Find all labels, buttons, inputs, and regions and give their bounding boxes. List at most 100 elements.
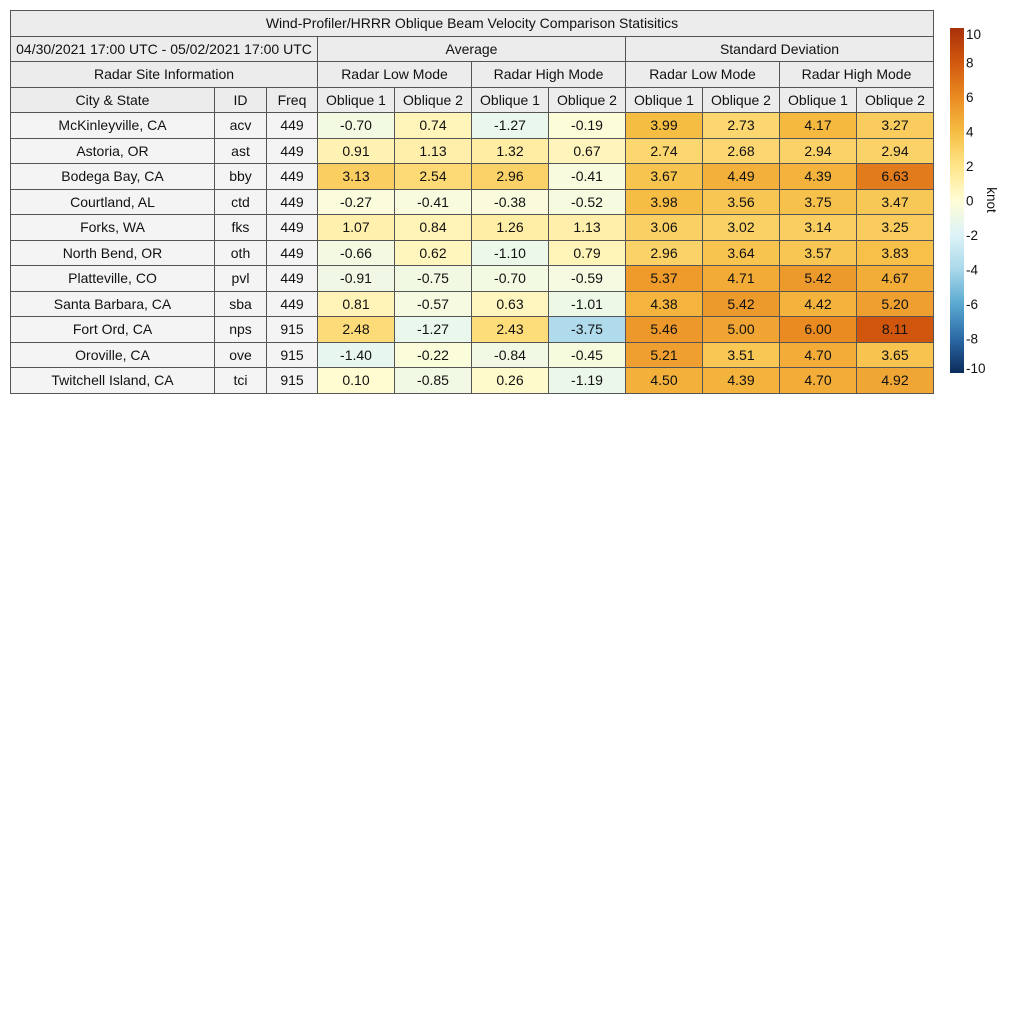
value-cell: 4.67: [856, 265, 934, 292]
value-cell: 4.38: [625, 290, 703, 317]
value-cell: -1.27: [394, 316, 472, 343]
value-cell: 3.56: [702, 188, 780, 215]
value-cell: 2.54: [394, 163, 472, 190]
value-cell: 0.26: [471, 367, 549, 394]
value-cell: 2.68: [702, 137, 780, 164]
table-row: Courtland, AL ctd 449 -0.27 -0.41 -0.38 -0.52 3…: [10, 188, 934, 215]
colorbar-tick-label: 2: [966, 159, 974, 174]
city-cell: Santa Barbara, CA: [10, 290, 215, 317]
value-cell: 4.70: [779, 341, 857, 368]
avg-low-oblique-1-header: Oblique 1: [317, 86, 395, 113]
table-row: Platteville, CO pvl 449 -0.91 -0.75 -0.70 -0.5…: [10, 265, 934, 292]
id-cell: sba: [214, 290, 267, 317]
value-cell: 2.74: [625, 137, 703, 164]
value-cell: 3.13: [317, 163, 395, 190]
value-cell: 0.74: [394, 112, 472, 139]
id-cell: nps: [214, 316, 267, 343]
table-body: McKinleyville, CA acv 449 -0.70 0.74 -1.27 -0.…: [10, 112, 934, 394]
id-cell: fks: [214, 214, 267, 241]
value-cell: 3.14: [779, 214, 857, 241]
value-cell: 3.99: [625, 112, 703, 139]
id-cell: ctd: [214, 188, 267, 215]
colorbar-tick-label: -8: [966, 332, 978, 347]
table-row: Twitchell Island, CA tci 915 0.10 -0.85 0.26-…: [10, 367, 934, 394]
value-cell: 3.83: [856, 239, 934, 266]
value-cell: 4.39: [702, 367, 780, 394]
table-row: Forks, WA fks 449 1.07 0.84 1.26 1.13 3.06 3.02 3…: [10, 214, 934, 241]
statistics-table: Wind-Profiler/HRRR Oblique Beam Velocity…: [10, 10, 934, 394]
value-cell: -0.52: [548, 188, 626, 215]
value-cell: 5.42: [779, 265, 857, 292]
value-cell: 2.73: [702, 112, 780, 139]
value-cell: -0.57: [394, 290, 472, 317]
value-cell: 4.92: [856, 367, 934, 394]
value-cell: -1.01: [548, 290, 626, 317]
colorbar-tick-label: -6: [966, 297, 978, 312]
freq-cell: 449: [266, 163, 318, 190]
std-high-oblique-1-header: Oblique 1: [779, 86, 857, 113]
value-cell: 4.50: [625, 367, 703, 394]
value-cell: 0.79: [548, 239, 626, 266]
colorbar-label: knot: [984, 187, 999, 213]
colorbar: -10 -8 -6 -4 -2 0 2 4 6 8 10 knot: [950, 28, 999, 376]
value-cell: 3.57: [779, 239, 857, 266]
colorbar-tick-label: 6: [966, 90, 974, 105]
value-cell: -0.85: [394, 367, 472, 394]
value-cell: 1.13: [394, 137, 472, 164]
value-cell: 4.42: [779, 290, 857, 317]
id-cell: tci: [214, 367, 267, 394]
city-cell: Fort Ord, CA: [10, 316, 215, 343]
table-row: Oroville, CA ove 915 -1.40 -0.22 -0.84 -0.45 5.…: [10, 341, 934, 368]
colorbar-tick-label: 8: [966, 56, 974, 71]
colorbar-tick-label: 10: [966, 28, 981, 42]
colorbar-tick-label: -2: [966, 228, 978, 243]
std-low-oblique-1-header: Oblique 1: [625, 86, 703, 113]
value-cell: 5.37: [625, 265, 703, 292]
value-cell: 1.07: [317, 214, 395, 241]
value-cell: -3.75: [548, 316, 626, 343]
freq-cell: 915: [266, 341, 318, 368]
table-row: Bodega Bay, CA bby 449 3.13 2.54 2.96 -0.41 3.6…: [10, 163, 934, 190]
id-cell: pvl: [214, 265, 267, 292]
value-cell: 4.71: [702, 265, 780, 292]
freq-cell: 449: [266, 112, 318, 139]
group-std-header: Standard Deviation: [625, 35, 934, 62]
value-cell: 8.11: [856, 316, 934, 343]
value-cell: 0.10: [317, 367, 395, 394]
value-cell: 3.75: [779, 188, 857, 215]
value-cell: 4.17: [779, 112, 857, 139]
value-cell: 3.02: [702, 214, 780, 241]
value-cell: -0.59: [548, 265, 626, 292]
value-cell: 5.46: [625, 316, 703, 343]
city-cell: North Bend, OR: [10, 239, 215, 266]
avg-low-oblique-2-header: Oblique 2: [394, 86, 472, 113]
value-cell: -0.75: [394, 265, 472, 292]
table-title: Wind-Profiler/HRRR Oblique Beam Velocity…: [10, 10, 934, 37]
value-cell: -0.66: [317, 239, 395, 266]
freq-cell: 915: [266, 316, 318, 343]
freq-cell: 915: [266, 367, 318, 394]
value-cell: -0.70: [317, 112, 395, 139]
freq-cell: 449: [266, 265, 318, 292]
avg-high-mode-header: Radar High Mode: [471, 61, 626, 88]
freq-cell: 449: [266, 290, 318, 317]
city-cell: Platteville, CO: [10, 265, 215, 292]
value-cell: -1.19: [548, 367, 626, 394]
value-cell: -1.27: [471, 112, 549, 139]
id-cell: acv: [214, 112, 267, 139]
colorbar-tick-label: 0: [966, 194, 974, 209]
value-cell: 2.48: [317, 316, 395, 343]
avg-high-oblique-2-header: Oblique 2: [548, 86, 626, 113]
std-high-mode-header: Radar High Mode: [779, 61, 934, 88]
city-cell: Astoria, OR: [10, 137, 215, 164]
std-low-mode-header: Radar Low Mode: [625, 61, 780, 88]
value-cell: -0.19: [548, 112, 626, 139]
value-cell: 5.21: [625, 341, 703, 368]
avg-low-mode-header: Radar Low Mode: [317, 61, 472, 88]
value-cell: -0.41: [548, 163, 626, 190]
group-average-header: Average: [317, 35, 626, 62]
value-cell: 0.81: [317, 290, 395, 317]
freq-cell: 449: [266, 239, 318, 266]
colorbar-ticks: -10 -8 -6 -4 -2 0 2 4 6 8 10: [966, 28, 986, 376]
value-cell: 0.62: [394, 239, 472, 266]
